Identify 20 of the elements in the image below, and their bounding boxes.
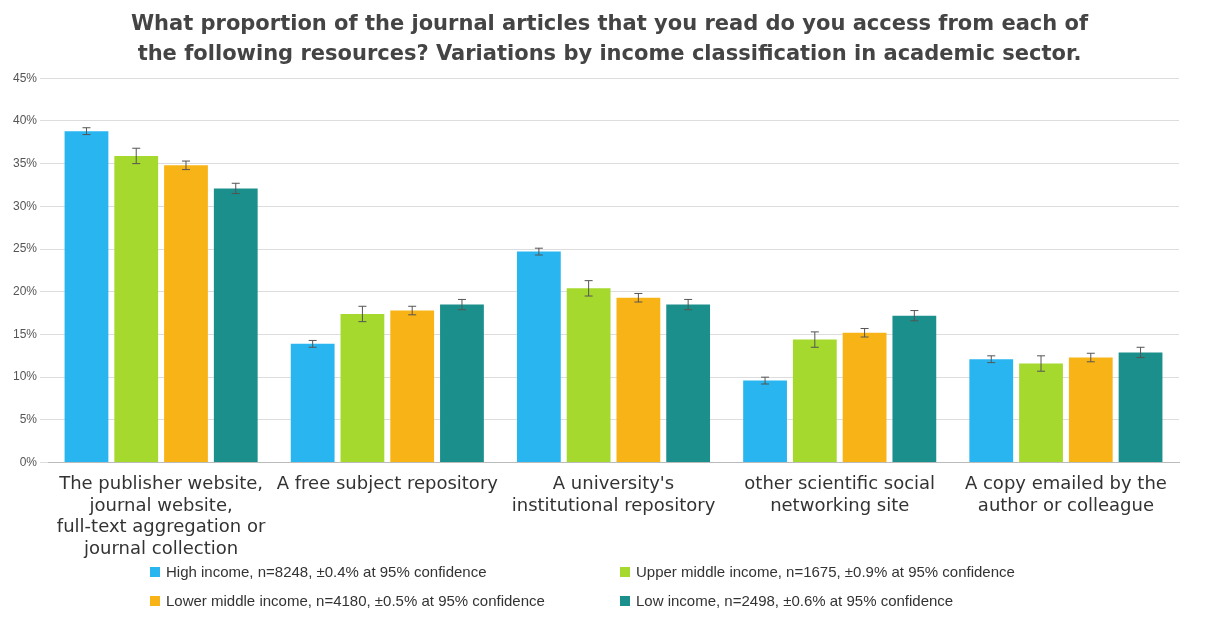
legend-label: Low income, n=2498, ±0.6% at 95% confidence bbox=[636, 592, 954, 609]
y-tick-label: 30% bbox=[12, 198, 38, 213]
chart-title: What proportion of the journal articles that you read do you access from each of the following resources? Variations by income classification in academic sector. bbox=[129, 10, 1090, 67]
y-tick-label: 15% bbox=[12, 326, 38, 341]
x-tick-label: A copy emailed by the author or colleague bbox=[964, 472, 1167, 515]
y-tick-label: 5% bbox=[19, 412, 38, 427]
x-tick-label: A university's institutional repository bbox=[511, 472, 716, 515]
x-tick-label: other scientific social networking site bbox=[744, 472, 936, 515]
legend-label: High income, n=8248, ±0.4% at 95% confidence bbox=[166, 563, 487, 580]
y-tick-label: 0% bbox=[19, 454, 38, 469]
y-tick-label: 20% bbox=[12, 284, 38, 299]
x-tick-label: A free subject repository bbox=[276, 472, 499, 494]
legend-label: Lower middle income, n=4180, ±0.5% at 95% confidence bbox=[166, 592, 545, 609]
legend-label: Upper middle income, n=1675, ±0.9% at 95% confidence bbox=[636, 563, 1015, 580]
y-tick-label: 10% bbox=[12, 369, 38, 384]
y-tick-label: 25% bbox=[12, 241, 38, 256]
y-tick-label: 35% bbox=[12, 155, 38, 170]
y-tick-label: 40% bbox=[12, 113, 38, 128]
x-tick-label: The publisher website, journal website, full-text aggregation or journal collection bbox=[56, 472, 266, 558]
y-tick-label: 45% bbox=[12, 70, 38, 85]
